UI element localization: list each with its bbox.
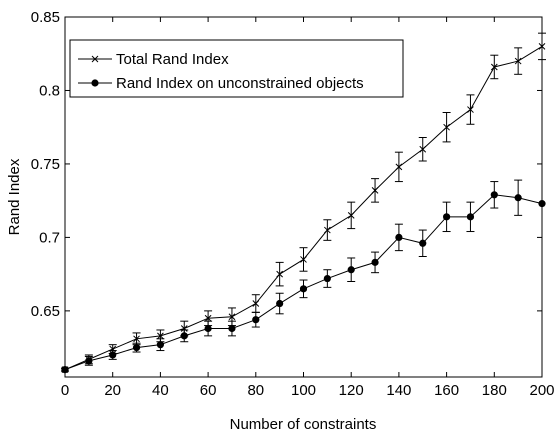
data-point-circle <box>490 191 498 199</box>
y-tick-label: 0.75 <box>31 156 60 173</box>
data-point-circle <box>395 233 403 242</box>
data-point-x <box>276 270 284 278</box>
data-point-circle <box>514 194 522 202</box>
y-axis-ticks: 0.65 0.7 0.75 0.8 0.85 <box>31 9 542 320</box>
legend-box <box>69 39 404 98</box>
y-tick-label: 0.85 <box>31 9 60 26</box>
y-tick-label: 0.7 <box>39 229 60 246</box>
series-total-rand-index <box>61 32 546 374</box>
x-tick-label: 200 <box>529 382 554 399</box>
data-point-circle <box>466 213 475 221</box>
data-point-x <box>180 325 188 332</box>
data-point-x <box>323 226 331 234</box>
y-tick-label: 0.8 <box>39 82 60 99</box>
data-point-x <box>157 332 164 340</box>
data-point-x <box>490 63 498 71</box>
data-point-x <box>109 345 117 353</box>
legend-entry-unconstrained: Rand Index on unconstrained objects <box>78 75 364 92</box>
legend: Total Rand Index Rand Index on unconstra… <box>69 39 404 98</box>
data-point-circle <box>419 239 427 247</box>
data-point-circle <box>252 316 260 324</box>
series-unconstrained-rand-index <box>61 179 546 374</box>
x-tick-label: 140 <box>386 382 411 399</box>
data-point-circle <box>276 299 284 308</box>
data-point-circle <box>156 341 164 349</box>
data-point-x <box>133 335 140 343</box>
data-point-circle <box>323 274 331 283</box>
data-point-circle <box>299 285 308 293</box>
data-point-circle <box>132 344 141 352</box>
data-point-circle <box>204 324 212 333</box>
data-point-x <box>443 123 450 131</box>
data-point-x <box>300 256 307 263</box>
y-tick-label: 0.65 <box>31 303 60 320</box>
series-layer <box>61 32 546 374</box>
x-tick-label: 180 <box>482 382 507 399</box>
data-point-circle <box>180 332 188 340</box>
legend-entry-total-rand-index: Total Rand Index <box>78 51 229 68</box>
data-point-x <box>228 313 236 321</box>
legend-label-total: Total Rand Index <box>116 51 229 68</box>
data-point-circle <box>61 366 69 374</box>
x-axis-ticks: 0 20 40 60 80 100 120 140 160 180 200 <box>61 17 555 399</box>
data-point-circle <box>443 213 451 221</box>
data-point-x <box>538 43 546 50</box>
x-tick-label: 20 <box>104 382 121 399</box>
data-point-x <box>395 163 403 171</box>
data-point-x <box>514 57 522 65</box>
data-point-circle <box>109 351 117 359</box>
data-point-circle <box>371 258 379 266</box>
x-tick-label: 120 <box>339 382 364 399</box>
x-tick-label: 160 <box>434 382 459 399</box>
legend-circle-marker <box>91 79 99 87</box>
x-tick-label: 0 <box>61 382 69 399</box>
data-point-circle <box>347 266 355 274</box>
legend-label-unconstrained: Rand Index on unconstrained objects <box>116 75 364 92</box>
data-point-x <box>371 187 379 194</box>
x-tick-label: 80 <box>247 382 264 399</box>
x-tick-label: 100 <box>291 382 316 399</box>
data-point-x <box>252 300 260 307</box>
y-axis-label: Rand Index <box>6 158 23 235</box>
data-point-x <box>204 314 212 322</box>
x-tick-label: 40 <box>152 382 169 399</box>
x-axis-label: Number of constraints <box>230 416 377 432</box>
data-point-x <box>467 106 474 113</box>
data-point-x <box>419 145 427 153</box>
data-point-circle <box>228 324 236 333</box>
data-point-x <box>347 212 355 219</box>
data-point-circle <box>85 357 93 365</box>
data-point-circle <box>538 200 546 208</box>
legend-x-marker <box>91 55 99 63</box>
x-tick-label: 60 <box>200 382 217 399</box>
